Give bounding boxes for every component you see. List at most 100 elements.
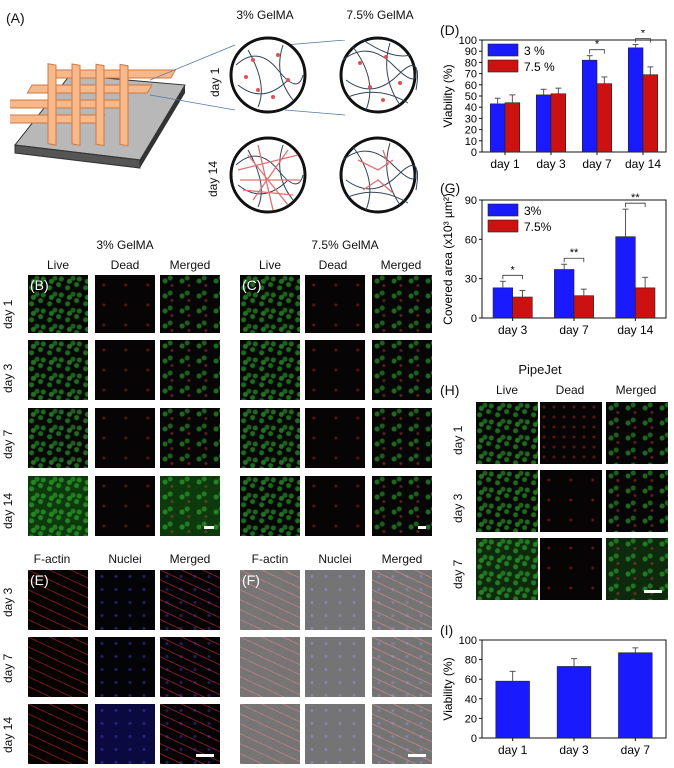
actin-row-day7: day 7 — [1, 653, 15, 683]
micrograph-75-merged-day1 — [372, 275, 432, 333]
bar — [492, 287, 513, 319]
micrograph-75-merged-day3 — [372, 340, 432, 400]
y-tick-label: 30 — [465, 274, 477, 286]
col-dead-3: Dead — [110, 258, 140, 272]
y-tick-label: 60 — [465, 80, 477, 92]
micrograph-75-live-day1 — [240, 275, 300, 333]
y-tick-label: 80 — [465, 655, 477, 667]
panel-label-h: (H) — [440, 382, 460, 398]
bar — [615, 236, 636, 319]
micrograph-3-amerged-day7 — [160, 637, 220, 697]
bar — [535, 94, 552, 153]
micrograph-75-live-day14 — [240, 476, 300, 536]
micrograph-3-merged-day3 — [160, 340, 220, 400]
micrograph-3-nuclei-day7 — [95, 637, 155, 697]
micrograph-3-nuclei-day3 — [95, 570, 155, 630]
col-factin-75: F-actin — [251, 552, 289, 566]
micrograph-3-live-day7 — [28, 408, 88, 468]
micrograph-75-amerged-day7 — [372, 637, 432, 697]
micrograph-75-dead-day14 — [305, 476, 365, 536]
ld-row-day1: day 1 — [1, 299, 15, 329]
scaffold-illustration — [10, 63, 186, 169]
y-axis-label: Viability (%) — [441, 657, 455, 720]
y-tick-label: 40 — [465, 694, 477, 706]
micrograph-pj-live-day3 — [476, 470, 538, 532]
ld-row-day7: day 7 — [1, 429, 15, 459]
significance-label: * — [641, 30, 646, 39]
col-merged-actin-3: Merged — [169, 552, 211, 566]
y-tick-label: 40 — [465, 102, 477, 114]
y-axis-label: Covered area (x10³ µm²) — [441, 193, 455, 325]
significance-label: * — [511, 264, 516, 276]
micrograph-75-factin-day7 — [240, 637, 300, 697]
scale-bar — [644, 590, 662, 593]
micrograph-3-merged-day14 — [160, 476, 220, 536]
x-tick-label: day 1 — [490, 157, 520, 171]
col-live-75: Live — [258, 258, 281, 272]
micrograph-3-factin-day7 — [28, 637, 88, 697]
micrograph-3-factin-day3 — [28, 570, 88, 630]
x-tick-label: day 7 — [559, 323, 589, 337]
pj-row-day3: day 3 — [451, 493, 465, 523]
panel-label-b: (B) — [30, 277, 49, 293]
scale-bar — [408, 754, 426, 757]
micrograph-3-merged-day7 — [160, 408, 220, 468]
zoom-lines — [150, 40, 346, 116]
significance-bracket — [635, 38, 651, 43]
chart-viability-pipejet: 0 20 40 60 80 100 Viability (%) day 1 day 3 day 7 — [441, 635, 667, 757]
bar — [489, 103, 506, 153]
y-tick-label: 10 — [465, 136, 477, 148]
bar — [495, 680, 530, 739]
y-tick-label: 0 — [471, 313, 477, 325]
micrograph-pj-dead-day1 — [540, 402, 602, 464]
y-tick-label: 0 — [471, 733, 477, 745]
micrograph-75-amerged-day3 — [372, 570, 432, 630]
micrograph-3-amerged-day14 — [160, 704, 220, 764]
y-tick-label: 100 — [459, 635, 477, 647]
x-tick-label: day 3 — [498, 323, 528, 337]
schematic-col-75: 7.5% GelMA — [346, 8, 414, 22]
bar — [642, 74, 659, 153]
x-tick-label: day 3 — [536, 157, 566, 171]
y-tick-label: 90 — [465, 195, 477, 207]
y-tick-label: 30 — [465, 113, 477, 125]
micrograph-75-factin-day14 — [240, 704, 300, 764]
micrograph-3-nuclei-day14 — [95, 704, 155, 764]
bar — [556, 666, 592, 739]
y-tick-label: 80 — [465, 57, 477, 69]
schematic-col-3: 3% GelMA — [236, 8, 294, 22]
scale-bar — [204, 526, 214, 529]
bar — [635, 287, 656, 319]
y-tick-label: 20 — [465, 125, 477, 137]
legend-swatch — [487, 203, 519, 217]
significance-bracket — [563, 257, 585, 263]
micrograph-pj-merged-day7 — [606, 538, 668, 600]
bar — [581, 59, 598, 153]
schematic-row-day1: day 1 — [208, 67, 222, 97]
micrograph-75-merged-day14 — [372, 476, 432, 536]
micrograph-75-live-day7 — [240, 408, 300, 468]
micrograph-75-amerged-day14 — [372, 704, 432, 764]
y-tick-label: 70 — [465, 69, 477, 81]
micrograph-pj-live-day1 — [476, 402, 538, 464]
bar — [550, 93, 567, 153]
col-factin-3: F-actin — [33, 552, 71, 566]
y-tick-label: 50 — [465, 91, 477, 103]
y-axis-label: Viability (%) — [441, 64, 455, 127]
legend-label: 3 % — [524, 44, 545, 58]
micrograph-pj-merged-day3 — [606, 470, 668, 532]
y-tick-label: 60 — [465, 674, 477, 686]
micrograph-pj-dead-day7 — [540, 538, 602, 600]
col-nuclei-75: Nuclei — [318, 552, 352, 566]
col-live-pj: Live — [495, 383, 518, 397]
y-tick-label: 100 — [459, 35, 477, 47]
actin-row-day14: day 14 — [1, 716, 15, 753]
micrograph-3-dead-day3 — [95, 340, 155, 400]
micrograph-75-dead-day3 — [305, 340, 365, 400]
micrograph-pj-live-day7 — [476, 538, 538, 600]
micrograph-75-dead-day7 — [305, 408, 365, 468]
panel-label-a: (A) — [6, 10, 25, 26]
y-tick-label: 60 — [465, 234, 477, 246]
bar — [573, 295, 594, 319]
